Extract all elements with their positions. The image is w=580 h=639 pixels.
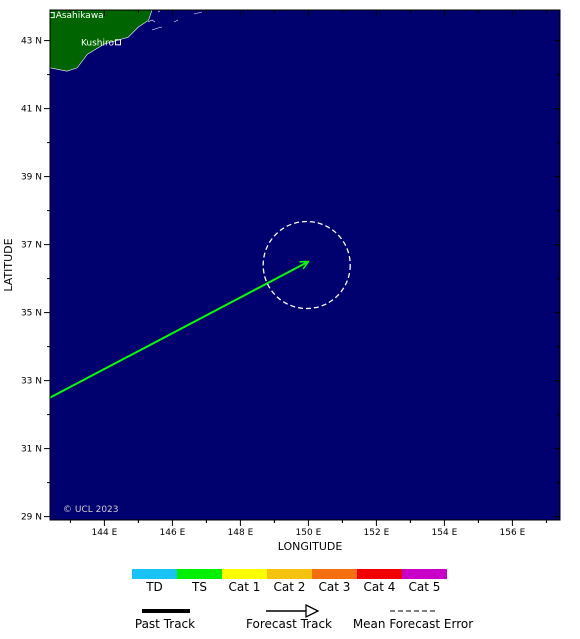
legend-swatch [402,569,447,579]
lon-tick-label: 144 E [92,528,118,538]
lon-tick-label: 154 E [432,528,458,538]
lat-tick-label: 37 N [21,241,42,251]
mean-error-label: Mean Forecast Error [353,617,473,631]
lon-tick-label: 148 E [228,528,254,538]
city-label-kushiro: Kushiro [81,38,115,48]
x-axis-title: LONGITUDE [278,540,343,553]
intensity-legend: TD TS Cat 1 Cat 2 Cat 3 Cat 4 Cat 5 [132,569,447,594]
y-axis-title: LATITUDE [2,238,15,291]
forecast-track-line [50,260,308,399]
city-label-asahikawa: Asahikawa [56,11,104,21]
forecast-track-label: Forecast Track [246,617,332,631]
legend-category-label: Cat 5 [409,580,441,594]
land-hokkaido [50,10,153,72]
lon-tick-label: 146 E [160,528,186,538]
city-marker-kushiro [115,39,121,46]
legend-category-label: Cat 4 [364,580,396,594]
legend-swatch [357,569,402,579]
legend-swatch [312,569,357,579]
lon-tick-label: 150 E [296,528,322,538]
past-track-label: Past Track [135,617,195,631]
lat-tick-label: 35 N [21,309,42,319]
lat-tick-label: 33 N [21,377,42,387]
copyright-label: © UCL 2023 [63,505,119,515]
forecast-track-arrowhead-icon [305,603,320,619]
track-legend: Past Track Forecast Track Mean Forecast … [135,603,473,631]
lat-tick-label: 43 N [21,37,42,47]
legend-swatch [177,569,222,579]
legend-category-label: TS [191,580,207,594]
mean-forecast-error-circle [262,220,351,310]
lat-tick-label: 39 N [21,173,42,183]
lat-tick-label: 31 N [21,445,42,455]
legend-category-label: TD [145,580,163,594]
legend-category-label: Cat 3 [319,580,351,594]
legend-swatch [132,569,177,579]
lat-tick-label: 29 N [21,513,42,523]
lat-tick-label: 41 N [21,105,42,115]
lon-tick-label: 156 E [500,528,526,538]
lon-tick-label: 152 E [364,528,390,538]
city-marker-asahikawa [50,12,55,19]
small-islands [147,10,203,31]
legend-category-label: Cat 1 [229,580,261,594]
legend-category-label: Cat 2 [274,580,306,594]
ocean-area [50,10,560,520]
legend-swatch [267,569,312,579]
legend-swatch [222,569,267,579]
plot-frame [49,9,561,521]
